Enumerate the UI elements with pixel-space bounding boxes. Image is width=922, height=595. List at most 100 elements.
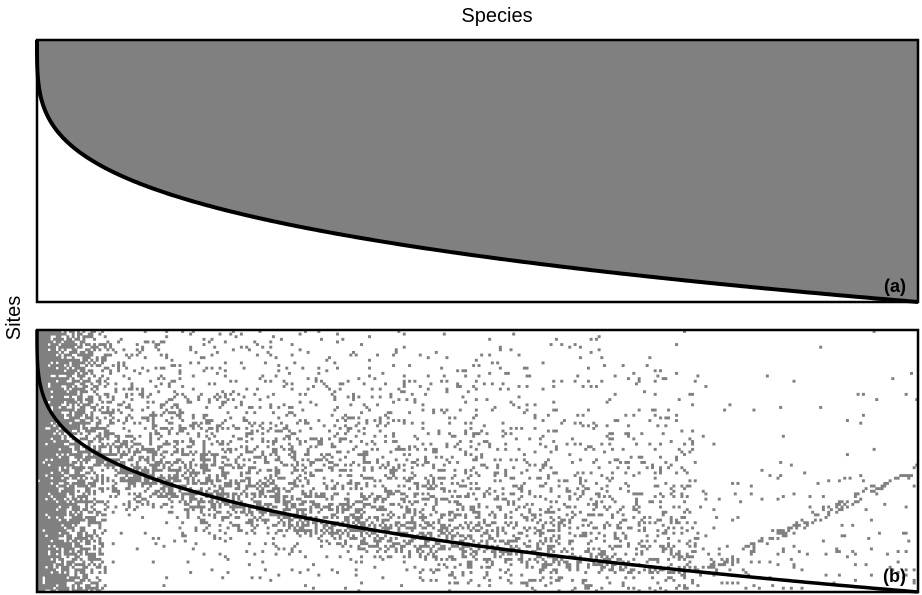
occurrence-cell (274, 531, 278, 535)
occurrence-cell (63, 529, 67, 533)
occurrence-cell (269, 474, 273, 478)
occurrence-cell (90, 350, 94, 354)
occurrence-cell (357, 547, 361, 551)
occurrence-cell (87, 332, 91, 336)
occurrence-cell (295, 529, 299, 533)
occurrence-cell (461, 539, 465, 543)
occurrence-cell (464, 484, 468, 488)
occurrence-cell (146, 416, 150, 420)
occurrence-cell (229, 447, 233, 451)
occurrence-cell (266, 429, 270, 433)
occurrence-cell (432, 508, 436, 512)
occurrence-cell (135, 547, 139, 551)
occurrence-cell (173, 440, 177, 443)
occurrence-cell (138, 458, 142, 462)
occurrence-cell (77, 374, 81, 378)
occurrence-cell (464, 495, 468, 498)
occurrence-cell (133, 481, 137, 485)
occurrence-cell (578, 458, 582, 462)
occurrence-cell (266, 518, 270, 522)
occurrence-cell (578, 555, 582, 559)
occurrence-cell (584, 479, 588, 483)
occurrence-cell (55, 332, 59, 336)
occurrence-cell (45, 495, 48, 498)
occurrence-cell (418, 547, 422, 551)
occurrence-cell (466, 544, 470, 548)
occurrence-cell (85, 447, 89, 451)
occurrence-cell (191, 479, 195, 483)
occurrence-cell (514, 426, 518, 430)
occurrence-cell (122, 450, 126, 454)
occurrence-cell (290, 502, 294, 506)
occurrence-cell (245, 487, 249, 491)
occurrence-cell (552, 529, 556, 533)
occurrence-cell (87, 547, 91, 551)
occurrence-cell (747, 544, 751, 548)
occurrence-cell (98, 434, 102, 438)
occurrence-cell (53, 356, 56, 360)
occurrence-cell (362, 458, 366, 462)
occurrence-cell (39, 369, 43, 373)
occurrence-cell (61, 392, 64, 396)
occurrence-cell (47, 450, 51, 454)
occurrence-cell (61, 350, 64, 354)
occurrence-cell (119, 445, 123, 449)
occurrence-cell (175, 392, 179, 396)
occurrence-cell (199, 453, 203, 457)
occurrence-cell (231, 424, 235, 428)
occurrence-cell (45, 516, 48, 519)
occurrence-cell (648, 419, 652, 422)
occurrence-cell (581, 413, 585, 417)
occurrence-cell (704, 534, 708, 538)
occurrence-cell (669, 518, 673, 522)
occurrence-cell (175, 471, 179, 475)
occurrence-cell (309, 495, 313, 498)
occurrence-cell (776, 552, 780, 556)
occurrence-cell (175, 440, 179, 443)
occurrence-cell (55, 350, 59, 354)
occurrence-cell (413, 400, 417, 404)
occurrence-cell (458, 385, 462, 388)
occurrence-cell (469, 529, 473, 533)
occurrence-cell (413, 510, 417, 514)
occurrence-cell (127, 492, 131, 496)
occurrence-cell (55, 442, 59, 446)
occurrence-cell (165, 408, 169, 412)
occurrence-cell (181, 474, 185, 478)
occurrence-cell (79, 353, 83, 357)
occurrence-cell (98, 521, 102, 525)
occurrence-cell (125, 508, 129, 512)
occurrence-cell (693, 542, 697, 546)
occurrence-cell (37, 557, 40, 561)
occurrence-cell (77, 361, 81, 365)
occurrence-cell (170, 505, 174, 509)
occurrence-cell (290, 455, 294, 459)
occurrence-cell (749, 542, 753, 546)
occurrence-cell (338, 502, 342, 506)
occurrence-cell (66, 463, 70, 467)
occurrence-cell (360, 453, 363, 457)
occurrence-cell (223, 516, 227, 519)
occurrence-cell (95, 426, 99, 430)
occurrence-cell (645, 547, 649, 551)
occurrence-cell (303, 453, 307, 457)
occurrence-cell (651, 408, 654, 412)
occurrence-cell (101, 361, 105, 365)
occurrence-cell (376, 403, 380, 407)
occurrence-cell (546, 547, 550, 551)
occurrence-cell (578, 495, 582, 498)
occurrence-cell (277, 468, 281, 472)
occurrence-cell (154, 542, 158, 546)
occurrence-cell (42, 560, 46, 564)
occurrence-cell (538, 508, 542, 512)
occurrence-cell (162, 487, 166, 491)
occurrence-cell (303, 513, 307, 517)
occurrence-cell (194, 505, 198, 509)
occurrence-cell (829, 508, 833, 512)
occurrence-cell (277, 458, 281, 462)
occurrence-cell (648, 442, 652, 446)
occurrence-cell (45, 502, 48, 506)
occurrence-cell (736, 516, 740, 519)
occurrence-cell (66, 353, 70, 357)
occurrence-cell (869, 547, 873, 551)
